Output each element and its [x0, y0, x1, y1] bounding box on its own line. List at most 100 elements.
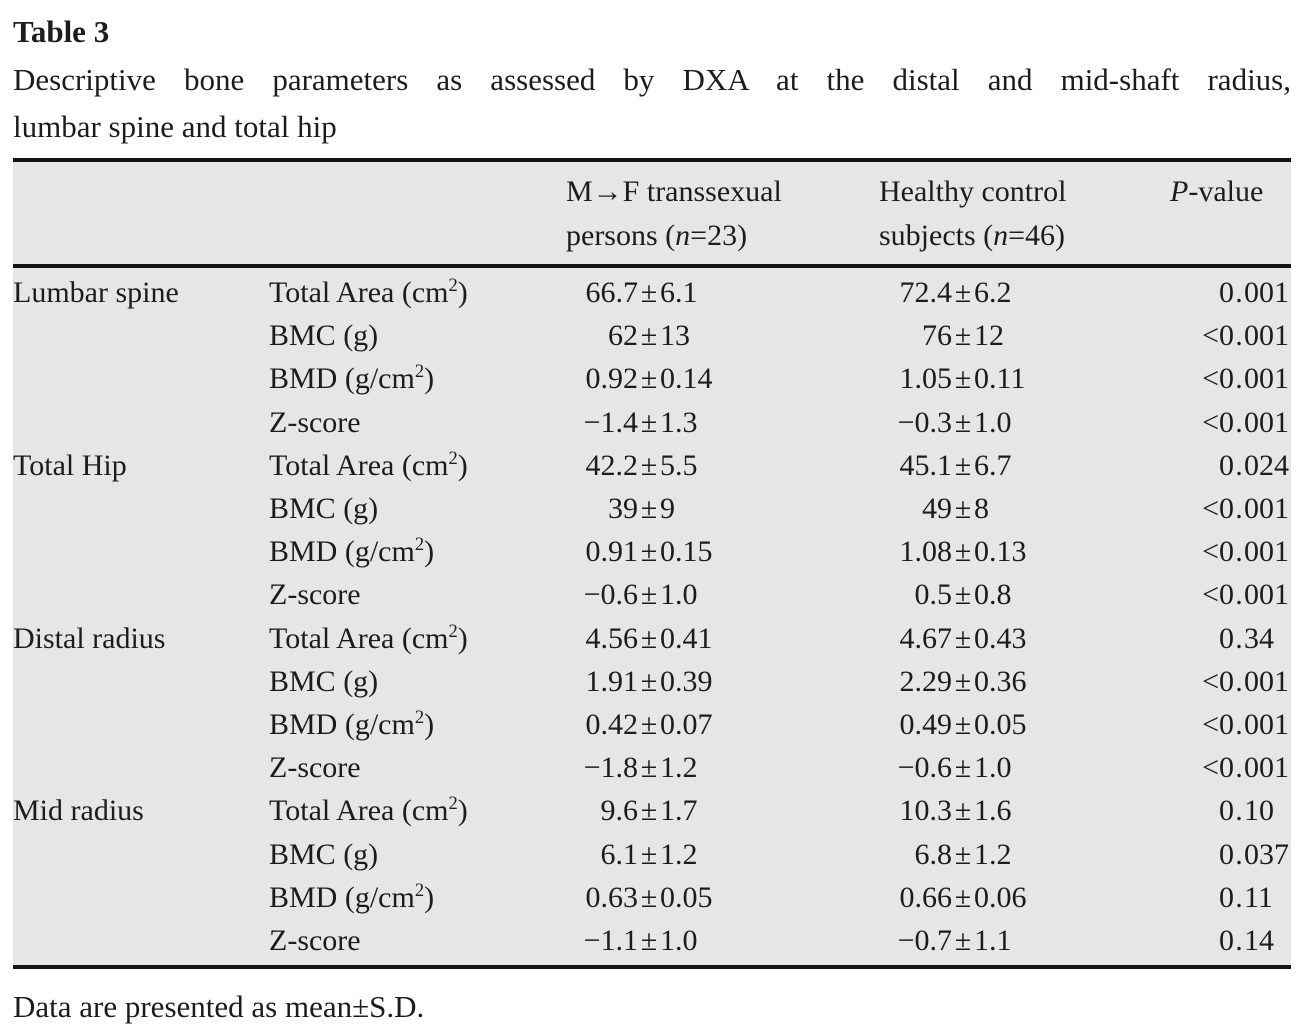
header-parameter-col	[269, 170, 566, 258]
p-value-cell: 0. 14	[1170, 919, 1291, 962]
p-frac: 001	[1244, 578, 1289, 612]
value-sd: 1.0	[974, 405, 1012, 439]
plus-minus-sign: ±	[640, 535, 658, 569]
value-sd: 0.15	[660, 535, 713, 569]
parameter-cell: Total Area (cm2)	[269, 620, 468, 655]
value-sd: 1.2	[974, 837, 1012, 871]
p-frac: 001	[1244, 405, 1289, 439]
p-int: <0	[1202, 707, 1234, 741]
plus-minus-sign: ±	[640, 794, 658, 828]
plus-minus-sign: ±	[640, 362, 658, 396]
region-cell: Total Hip	[13, 448, 127, 482]
control-value-cell: 45.1 ±6.7	[879, 444, 1170, 487]
p-frac: 001	[1244, 276, 1289, 310]
control-value-cell: 1.05 ±0.11	[879, 357, 1170, 400]
value-sd: 1.3	[660, 405, 698, 439]
parameter-cell: Total Area (cm2)	[269, 275, 468, 310]
p-int: 0	[1219, 880, 1234, 914]
value-sd: 13	[660, 319, 690, 353]
table-row: BMD (g/cm2) 0.63 ±0.05 0.66 ±0.06 0. 11	[13, 876, 1291, 919]
mf-value-cell: 0.91 ±0.15	[566, 530, 879, 573]
control-value-cell: 0.49 ±0.05	[879, 703, 1170, 746]
value-mean: 10.3	[899, 794, 953, 828]
value-sd: 6.2	[974, 276, 1012, 310]
header-mf-col: M→F transsexual persons (n=23)	[566, 175, 782, 252]
plus-minus-sign: ±	[954, 707, 972, 741]
control-value-cell: 49 ±8	[879, 487, 1170, 530]
p-int: 0	[1219, 923, 1234, 957]
plus-minus-sign: ±	[640, 448, 658, 482]
table-row: Z-score −1.4 ±1.3 −0.3 ±1.0 <0. 001	[13, 401, 1291, 444]
value-sd: 0.07	[660, 707, 713, 741]
p-int: <0	[1202, 492, 1234, 526]
value-sd: 12	[974, 319, 1004, 353]
p-decimal-point: .	[1235, 276, 1243, 310]
table-body: Lumbar spine Total Area (cm2) 66.7 ±6.1 72.4…	[13, 268, 1291, 965]
parameter-cell: Z-score	[269, 405, 361, 439]
table-row: BMC (g) 6.1 ±1.2 6.8 ±1.2 0. 037	[13, 832, 1291, 875]
value-sd: 0.11	[974, 362, 1026, 396]
mf-value-cell: 9.6 ±1.7	[566, 789, 879, 832]
mf-value-cell: 62 ±13	[566, 314, 879, 357]
value-mean: 0.63	[585, 880, 639, 914]
plus-minus-sign: ±	[954, 405, 972, 439]
value-sd: 8	[974, 492, 989, 526]
plus-minus-sign: ±	[954, 880, 972, 914]
p-frac: 11	[1244, 880, 1273, 914]
p-value-cell: <0. 001	[1170, 357, 1291, 400]
p-int: 0	[1219, 794, 1234, 828]
control-value-cell: 76 ±12	[879, 314, 1170, 357]
table-header: M→F transsexual persons (n=23) Healthy co…	[13, 162, 1291, 264]
header-control-col: Healthy control subjects (n=46)	[879, 175, 1067, 252]
plus-minus-sign: ±	[954, 794, 972, 828]
value-sd: 1.2	[660, 751, 698, 785]
header-rule	[13, 264, 1291, 268]
p-value-cell: <0. 001	[1170, 487, 1291, 530]
control-value-cell: 1.08 ±0.13	[879, 530, 1170, 573]
value-mean: 6.1	[600, 837, 639, 871]
plus-minus-sign: ±	[640, 707, 658, 741]
value-sd: 0.13	[974, 535, 1027, 569]
parameter-cell: Total Area (cm2)	[269, 447, 468, 482]
value-mean: 0.91	[585, 535, 639, 569]
p-int: <0	[1202, 664, 1234, 698]
p-frac: 001	[1244, 707, 1289, 741]
value-sd: 0.05	[974, 707, 1027, 741]
control-value-cell: 4.67 ±0.43	[879, 617, 1170, 660]
table-caption: Descriptive bone parameters as assessed …	[13, 56, 1291, 150]
plus-minus-sign: ±	[640, 405, 658, 439]
value-mean: 1.91	[585, 664, 639, 698]
p-value-cell: <0. 001	[1170, 703, 1291, 746]
p-int: <0	[1202, 362, 1234, 396]
p-decimal-point: .	[1235, 707, 1243, 741]
p-value-cell: <0. 001	[1170, 530, 1291, 573]
header-region-col	[13, 170, 269, 258]
plus-minus-sign: ±	[640, 578, 658, 612]
p-int: <0	[1202, 751, 1234, 785]
mf-value-cell: 0.92 ±0.14	[566, 357, 879, 400]
plus-minus-sign: ±	[640, 664, 658, 698]
parameter-cell: BMD (g/cm2)	[269, 879, 435, 914]
p-int: <0	[1202, 578, 1234, 612]
parameter-cell: BMD (g/cm2)	[269, 534, 435, 569]
p-int: 0	[1219, 276, 1234, 310]
value-mean: 0.5	[914, 578, 953, 612]
value-mean: 0.42	[585, 707, 639, 741]
value-mean: 0.92	[585, 362, 639, 396]
p-decimal-point: .	[1235, 794, 1243, 828]
plus-minus-sign: ±	[640, 751, 658, 785]
table-row: BMC (g) 62 ±13 76 ±12 <0. 001	[13, 314, 1291, 357]
mf-value-cell: 39 ±9	[566, 487, 879, 530]
parameter-cell: Z-score	[269, 923, 361, 957]
table-row: BMC (g) 1.91 ±0.39 2.29 ±0.36 <0. 001	[13, 660, 1291, 703]
value-mean: 66.7	[585, 276, 639, 310]
value-sd: 9	[660, 492, 675, 526]
p-frac: 024	[1244, 448, 1289, 482]
control-value-cell: −0.3 ±1.0	[879, 401, 1170, 444]
table-row: BMD (g/cm2) 0.92 ±0.14 1.05 ±0.11 <0. 001	[13, 357, 1291, 400]
p-value-cell: 0. 34	[1170, 617, 1291, 660]
value-sd: 1.0	[660, 578, 698, 612]
p-value-cell: <0. 001	[1170, 660, 1291, 703]
table-row: Z-score −0.6 ±1.0 0.5 ±0.8 <0. 001	[13, 573, 1291, 616]
p-frac: 037	[1244, 837, 1289, 871]
